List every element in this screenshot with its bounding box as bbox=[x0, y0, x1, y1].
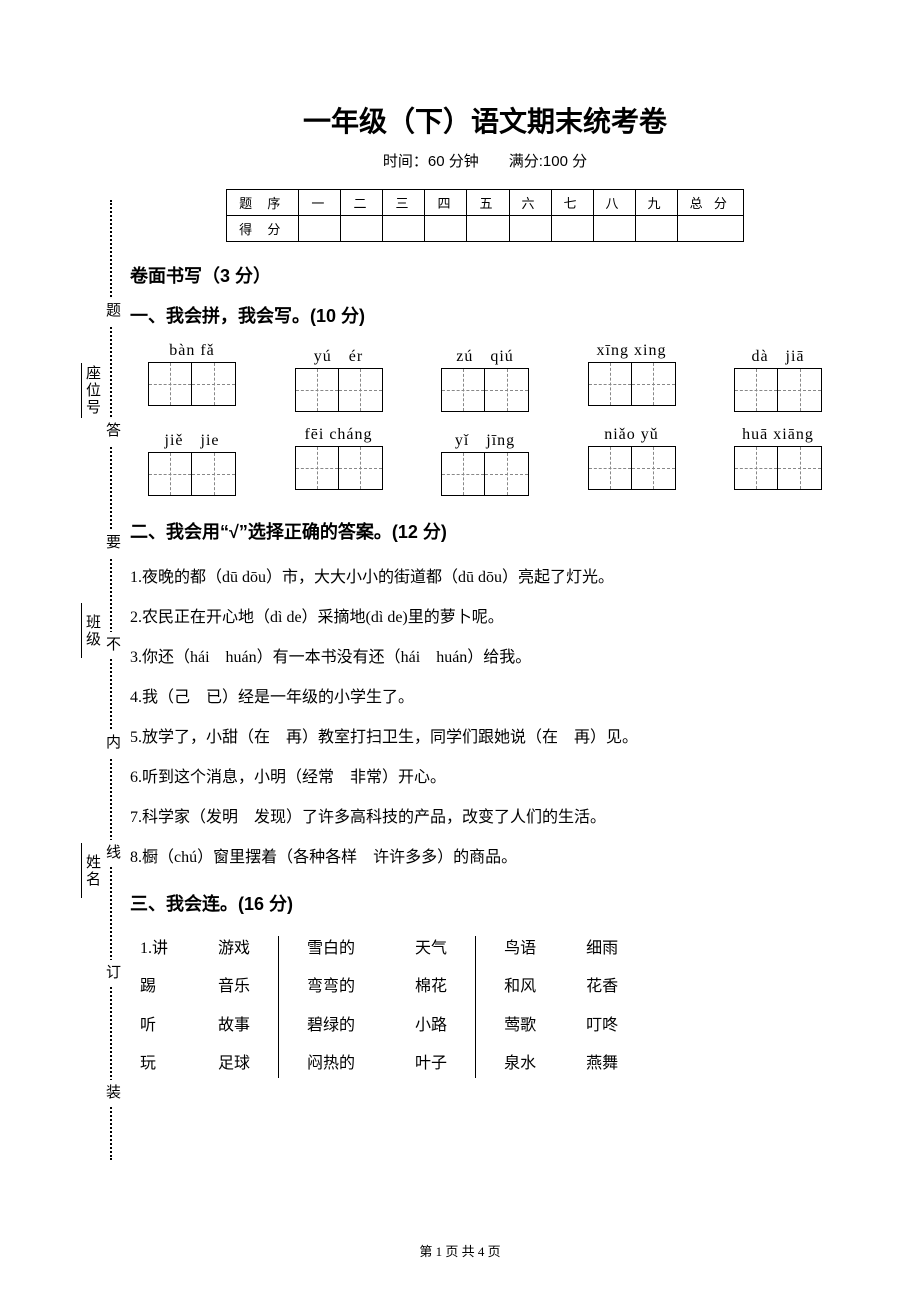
q2-5: 5.放学了，小甜（在 再）教室打扫卫生，同学们跟她说（在 再）见。 bbox=[130, 718, 840, 758]
cell: 九 bbox=[635, 190, 677, 216]
q2-3: 3.你还（hái huán）有一本书没有还（hái huán）给我。 bbox=[130, 638, 840, 678]
pinyin: niǎo yǔ bbox=[574, 426, 690, 444]
match-item: 雪白的 bbox=[297, 930, 365, 968]
match-item: 足球 bbox=[208, 1045, 260, 1083]
match-item: 泉水 bbox=[494, 1045, 546, 1083]
match-item: 1.讲 bbox=[130, 930, 178, 968]
match-item: 碧绿的 bbox=[297, 1007, 365, 1045]
paper-subtitle: 时间：60 分钟 满分:100 分 bbox=[130, 150, 840, 171]
cell: 三 bbox=[383, 190, 425, 216]
match-item: 玩 bbox=[130, 1045, 178, 1083]
pinyin: fēi cháng bbox=[281, 426, 397, 444]
match-item: 棉花 bbox=[405, 968, 457, 1006]
match-item: 叮咚 bbox=[576, 1007, 628, 1045]
pinyin: yǐ jīng bbox=[427, 426, 543, 450]
cell: 二 bbox=[341, 190, 383, 216]
pinyin: dà jiā bbox=[720, 342, 836, 366]
pinyin: bàn fǎ bbox=[134, 342, 250, 360]
match-item: 游戏 bbox=[208, 930, 260, 968]
match-item: 故事 bbox=[208, 1007, 260, 1045]
match-item: 音乐 bbox=[208, 968, 260, 1006]
match-item: 小路 bbox=[405, 1007, 457, 1045]
match-item: 细雨 bbox=[576, 930, 628, 968]
page-footer: 第 1 页 共 4 页 bbox=[0, 1241, 920, 1260]
score-header-row: 题 序 一 二 三 四 五 六 七 八 九 总 分 bbox=[227, 190, 744, 216]
cell: 六 bbox=[509, 190, 551, 216]
q2-7: 7.科学家（发明 发现）了许多高科技的产品，改变了人们的生活。 bbox=[130, 798, 840, 838]
match-item: 听 bbox=[130, 1007, 178, 1045]
pinyin: zú qiú bbox=[427, 342, 543, 366]
match-item: 燕舞 bbox=[576, 1045, 628, 1083]
match-item: 踢 bbox=[130, 968, 178, 1006]
separator bbox=[475, 936, 476, 1078]
match-item: 花香 bbox=[576, 968, 628, 1006]
pinyin: xīng xing bbox=[574, 342, 690, 360]
handwriting-heading: 卷面书写（3 分） bbox=[130, 262, 840, 288]
pinyin: yú ér bbox=[281, 342, 397, 366]
match-item: 闷热的 bbox=[297, 1045, 365, 1083]
score-value-row: 得 分 bbox=[227, 216, 744, 242]
q2-8: 8.橱（chú）窗里摆着（各种各样 许许多多）的商品。 bbox=[130, 838, 840, 878]
match-item: 叶子 bbox=[405, 1045, 457, 1083]
pinyin-row-1: bàn fǎ yú ér zú qiú xīng xing dà jiā bbox=[130, 342, 840, 422]
pinyin: jiě jie bbox=[134, 426, 250, 450]
separator bbox=[278, 936, 279, 1078]
score-table: 题 序 一 二 三 四 五 六 七 八 九 总 分 得 分 bbox=[226, 189, 744, 242]
cell: 一 bbox=[299, 190, 341, 216]
q2-6: 6.听到这个消息，小明（经常 非常）开心。 bbox=[130, 758, 840, 798]
pinyin: huā xiāng bbox=[720, 426, 836, 444]
cell: 八 bbox=[593, 190, 635, 216]
section-2-heading: 二、我会用“√”选择正确的答案。(12 分) bbox=[130, 518, 840, 544]
cell: 五 bbox=[467, 190, 509, 216]
section-1-heading: 一、我会拼，我会写。(10 分) bbox=[130, 302, 840, 328]
section-3-heading: 三、我会连。(16 分) bbox=[130, 890, 840, 916]
match-item: 鸟语 bbox=[494, 930, 546, 968]
pinyin-row-2: jiě jie fēi cháng yǐ jīng niǎo yǔ huā xi… bbox=[130, 426, 840, 506]
cell: 七 bbox=[551, 190, 593, 216]
match-item: 弯弯的 bbox=[297, 968, 365, 1006]
match-item: 和风 bbox=[494, 968, 546, 1006]
cell: 得 分 bbox=[227, 216, 299, 242]
match-item: 天气 bbox=[405, 930, 457, 968]
cell: 四 bbox=[425, 190, 467, 216]
q2-1: 1.夜晚的都（dū dōu）市，大大小小的街道都（dū dōu）亮起了灯光。 bbox=[130, 558, 840, 598]
matching-block: 1.讲 踢 听 玩 游戏 音乐 故事 足球 雪白的 弯弯的 碧绿的 闷热的 天气… bbox=[130, 930, 840, 1084]
q2-2: 2.农民正在开心地（dì de）采摘地(dì de)里的萝卜呢。 bbox=[130, 598, 840, 638]
page-content: 一年级（下）语文期末统考卷 时间：60 分钟 满分:100 分 题 序 一 二 … bbox=[0, 0, 920, 1124]
match-item: 莺歌 bbox=[494, 1007, 546, 1045]
paper-title: 一年级（下）语文期末统考卷 bbox=[130, 100, 840, 140]
cell: 题 序 bbox=[227, 190, 299, 216]
q2-4: 4.我（己 已）经是一年级的小学生了。 bbox=[130, 678, 840, 718]
cell: 总 分 bbox=[677, 190, 743, 216]
